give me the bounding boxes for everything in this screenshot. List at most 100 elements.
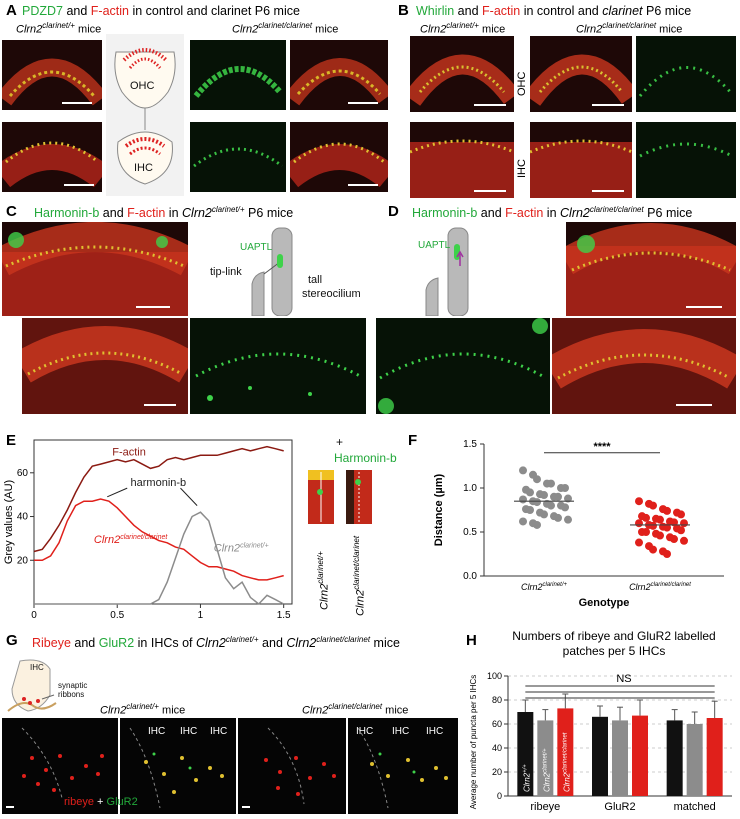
data-point (680, 536, 688, 545)
ihc-label: IHC (392, 726, 410, 737)
gene: Clrn2 (232, 23, 259, 36)
label-control: Clrn2clarinet/+ (214, 543, 269, 555)
gene: Clrn2 (354, 589, 367, 616)
data-point (554, 492, 562, 501)
x-tick-label: 0.5 (110, 610, 124, 621)
data-point (564, 494, 572, 503)
ihc-label: IHC (426, 726, 444, 737)
data-point (649, 521, 657, 530)
data-point (540, 491, 548, 500)
data-point (680, 519, 688, 528)
inset-harmonin-label: Harmonin-b (334, 451, 397, 465)
genotype-sup: clarinet/clarinet (562, 732, 568, 773)
inset-control (308, 470, 334, 524)
title-rest: in control and clarinet P6 mice (129, 4, 300, 18)
y-tick-label: 80 (492, 695, 502, 705)
panel-a-left-label: Clrn2clarinet/+ mice (16, 21, 101, 36)
gene: Clrn2 (214, 543, 240, 555)
title-and: and (62, 4, 91, 18)
x-tick-label: 1.5 (277, 610, 291, 621)
gene: Clrn2 (560, 206, 590, 221)
annotation-harmonin: harmonin-b (131, 477, 187, 489)
data-point (635, 538, 643, 547)
data-point (540, 510, 548, 519)
panel-letter-b: B (398, 2, 409, 19)
gene: Clrn2 (562, 772, 571, 792)
series-group-1 (635, 497, 688, 558)
panel-g-right-label: Clrn2clarinet/clarinet mice (302, 702, 408, 717)
panel-c-title: Harmonin-b and F-actin in Clrn2clarinet/… (34, 205, 293, 220)
title-tail: P6 mice (642, 4, 692, 18)
micrograph-d-harmonin-bottom (376, 318, 550, 414)
title-harmonin: Harmonin-b (34, 206, 100, 221)
data-point (663, 523, 671, 532)
title-and: and (70, 636, 99, 651)
panel-b-title: Whirlin and F-actin in control and clari… (416, 4, 691, 18)
panel-letter-a: A (6, 2, 17, 19)
series-line-2 (34, 511, 285, 606)
annotation-factin: F-actin (112, 446, 146, 458)
panel-a-right-label: Clrn2clarinet/clarinet mice (232, 21, 338, 36)
gene: Clrn2 (420, 23, 447, 36)
genotype-sup: clarinet/clarinet (328, 702, 383, 711)
data-point (533, 475, 541, 484)
title-harmonin: Harmonin-b (412, 206, 478, 221)
x-axis-label: Genotype (579, 597, 630, 609)
panel-b-right-label: Clrn2clarinet/clarinet mice (576, 21, 682, 36)
gene: Clrn2 (196, 636, 226, 651)
title-tail: P6 mice (643, 206, 693, 221)
tip-link-schematic: UAPTL tip-link tall stereocilium (210, 222, 384, 317)
hair-bundle-image (2, 141, 102, 188)
chart-h-puncta: Numbers of ribeye and GluR2 labelledpatc… (469, 629, 732, 813)
y-tick-label: 1.5 (463, 439, 477, 450)
y-tick-label: 100 (487, 671, 502, 681)
micrograph-b-ohc-whirlin-mutant (636, 36, 736, 112)
y-tick-label: 0.5 (463, 527, 477, 538)
panel-letter-d: D (388, 203, 399, 220)
micrograph-b-ihc-merge-mutant (530, 122, 632, 198)
tip-link-label: tip-link (210, 266, 242, 278)
title-tail: P6 mice (244, 206, 294, 221)
gene: Clrn2 (100, 704, 127, 717)
micrograph-a-ohc-control (2, 40, 102, 110)
bar-series-label: Clrn2clarinet/+ (542, 748, 551, 792)
legend-ribeye: ribeye (64, 796, 94, 808)
genotype-sup: clarinet/+ (42, 21, 75, 30)
data-point (663, 506, 671, 515)
bar (686, 724, 703, 796)
bar (706, 718, 723, 796)
title-factin: F-actin (482, 4, 521, 18)
y-tick-label: 0.0 (463, 571, 477, 582)
bar (612, 720, 628, 796)
title-ribeye: Ribeye (32, 636, 71, 651)
panel-letter-f: F (408, 432, 418, 449)
series-group-0 (519, 466, 572, 529)
data-point (677, 510, 685, 519)
uaptl-label-c: UAPTL (240, 242, 273, 253)
label-tail: mice (656, 23, 683, 36)
chart-title-line2: patches per 5 IHCs (563, 644, 666, 658)
y-tick-label: 1.0 (463, 483, 477, 494)
micrograph-c-harmonin-bottom (190, 318, 366, 414)
y-axis-label: Distance (µm) (433, 473, 445, 546)
data-point (656, 531, 664, 540)
micrograph-b-ohc-control (410, 36, 514, 112)
y-axis-label: Grey values (AU) (3, 480, 15, 564)
inset-mutant (346, 470, 372, 524)
category-label-1: Clrn2clarinet/clarinet (629, 582, 691, 592)
uaptl-label-d: UAPTL (418, 240, 451, 251)
row-label-ihc: IHC (516, 159, 528, 178)
title-factin: F-actin (505, 206, 544, 221)
bar (592, 716, 608, 796)
genotype-sup: clarinet/+ (225, 635, 259, 644)
gene: Clrn2 (16, 23, 43, 36)
genotype-sup: clarinet/clarinet (352, 535, 361, 590)
micrograph-a-ihc-control (2, 122, 102, 192)
y-tick-label: 0 (497, 791, 502, 801)
data-point (642, 528, 650, 536)
genotype-sup: clarinet/+ (240, 543, 269, 550)
title-and: and (99, 206, 128, 221)
micrograph-a-ohc-merge-mutant (290, 40, 388, 110)
micrograph-g-ribeye-mutant (238, 718, 346, 814)
